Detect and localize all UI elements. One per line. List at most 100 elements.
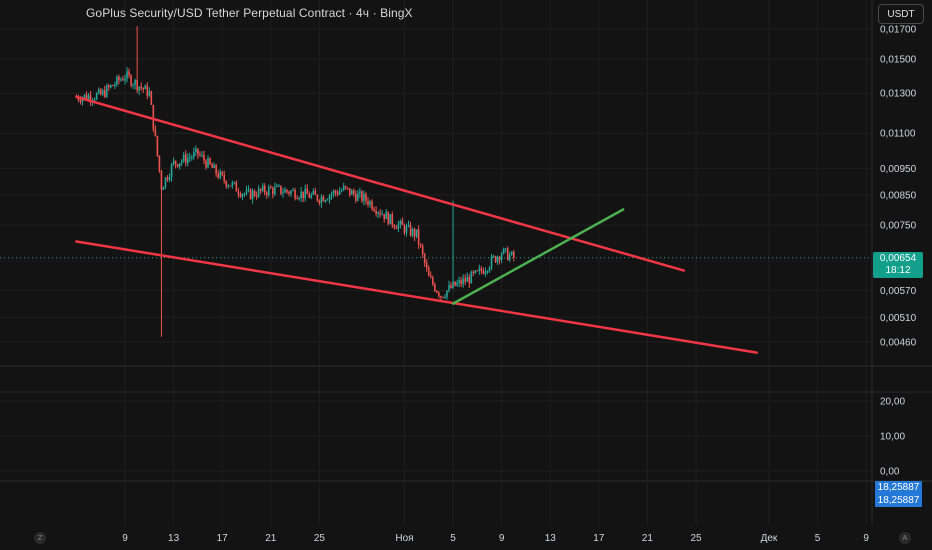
candle-body: [174, 160, 177, 165]
time-tick-label: 25: [690, 533, 702, 544]
candle-body: [79, 99, 82, 102]
time-tick-label: 21: [642, 533, 654, 544]
candle-body: [189, 157, 191, 159]
candle-body: [510, 251, 513, 255]
candle-body: [353, 190, 355, 195]
candle-body: [480, 268, 483, 272]
price-tick-label: 0,00950: [880, 164, 917, 175]
candle-body: [182, 154, 185, 161]
candle-body: [294, 190, 296, 199]
current-price-badge: 0,00654 18:12: [873, 252, 923, 278]
candle-body: [452, 281, 454, 288]
candle-body: [168, 177, 171, 180]
price-tick-label: 0,00570: [880, 286, 917, 297]
candle-body: [116, 76, 118, 85]
zoom-reset-button[interactable]: Z: [34, 532, 46, 544]
candle-body: [308, 194, 311, 198]
trendline-red: [75, 240, 759, 354]
candle-body: [108, 85, 110, 88]
time-tick-label: 17: [217, 533, 229, 544]
candle-body: [142, 87, 145, 90]
candle-body: [300, 191, 302, 199]
candlestick-series: [75, 26, 515, 337]
candle-body: [118, 76, 120, 81]
candle-body: [383, 214, 385, 220]
candle-body: [355, 194, 357, 201]
candle-body: [122, 79, 124, 81]
candle-body: [486, 271, 489, 273]
candle-body: [304, 188, 307, 199]
time-tick-label: 17: [593, 533, 605, 544]
candle-body: [152, 104, 155, 130]
price-tick-label: 0,01500: [880, 54, 917, 65]
candle-body: [146, 85, 149, 96]
candle-body: [193, 151, 195, 158]
candle-body: [110, 85, 112, 88]
chart-title: GoPlus Security/USD Tether Perpetual Con…: [86, 6, 413, 20]
candle-body: [508, 254, 511, 261]
candle-body: [184, 154, 187, 164]
candle-body: [274, 186, 276, 194]
candle-body: [346, 187, 349, 189]
price-axis: 0,01700 0,01500 0,01300 0,01100 0,00950 0,008…: [880, 25, 917, 349]
candle-body: [484, 271, 487, 274]
candle-body: [306, 188, 309, 195]
candle-body: [221, 171, 223, 175]
candle-body: [502, 248, 505, 254]
candle-body: [432, 277, 434, 285]
candle-body: [328, 195, 331, 200]
indicator-value-badge: 18,25887: [875, 494, 922, 507]
candle-body: [103, 90, 106, 97]
candle-body: [450, 285, 452, 288]
candle-body: [316, 194, 319, 201]
candle-body: [261, 185, 264, 191]
candle-body: [249, 189, 252, 200]
candle-body: [478, 268, 481, 271]
price-tick-label: 0,00460: [880, 338, 917, 349]
candle-body: [474, 270, 477, 274]
candle-body: [229, 185, 232, 187]
price-tick-label: 0,01100: [880, 129, 916, 140]
candle-body: [434, 284, 436, 291]
candle-body: [217, 173, 219, 178]
candle-body: [292, 190, 294, 192]
candle-body: [251, 190, 254, 200]
candle-body: [298, 198, 300, 200]
candle-body: [247, 189, 250, 191]
candle-body: [513, 251, 515, 258]
auto-scale-button[interactable]: A: [899, 532, 911, 544]
candle-body: [413, 229, 416, 237]
candle-body: [438, 292, 440, 297]
candle-body: [425, 263, 428, 269]
candle-body: [417, 229, 420, 245]
candle-body: [85, 94, 88, 100]
time-tick-label: Дек: [761, 533, 778, 544]
candle-body: [369, 201, 371, 205]
candle-body: [458, 280, 460, 283]
candle-body: [379, 212, 381, 215]
candle-body: [419, 244, 422, 247]
indicator-tick-label: 0,00: [880, 467, 900, 478]
candle-body: [199, 154, 201, 156]
candle-body: [460, 280, 462, 285]
candle-body: [342, 186, 345, 191]
candle-body: [373, 209, 375, 211]
candle-body: [276, 185, 278, 187]
candle-body: [164, 177, 167, 188]
candle-body: [112, 85, 114, 87]
currency-button[interactable]: USDT: [878, 4, 924, 24]
candle-body: [130, 75, 132, 86]
trendline-red: [75, 95, 686, 272]
candle-body: [132, 84, 134, 86]
candle-body: [407, 224, 410, 227]
candle-body: [158, 155, 161, 172]
candle-body: [494, 256, 497, 263]
candle-body: [312, 191, 315, 195]
candle-body: [440, 296, 442, 298]
candle-body: [472, 271, 475, 274]
candle-body: [239, 194, 242, 197]
candle-body: [101, 90, 104, 95]
current-price-value: 0,00654: [879, 253, 917, 264]
candle-body: [284, 189, 286, 193]
